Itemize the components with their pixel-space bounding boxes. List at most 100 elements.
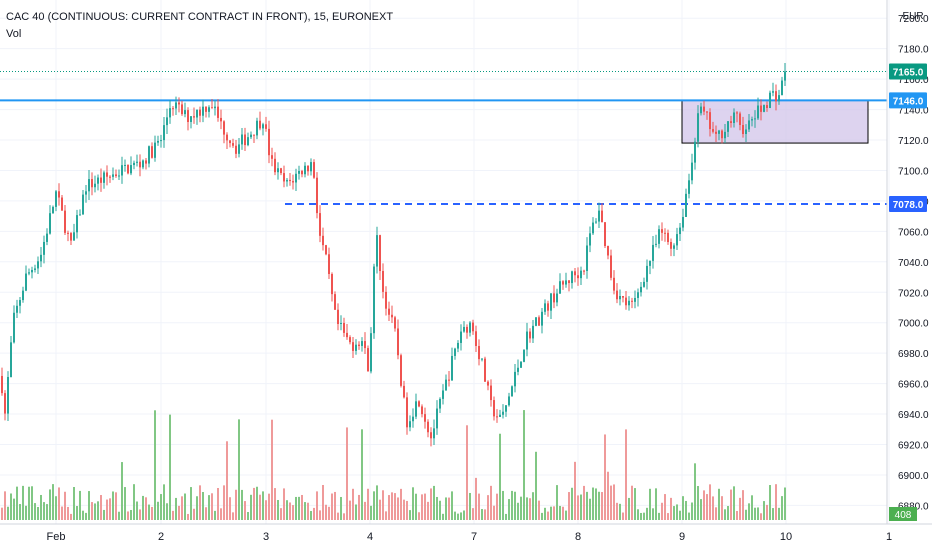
- candle-body: [40, 254, 42, 262]
- candle-body: [217, 106, 219, 118]
- candle-body: [583, 270, 585, 272]
- candle-body: [73, 232, 75, 241]
- candle-body: [550, 293, 552, 311]
- candle-body: [337, 309, 339, 325]
- volume-bar: [10, 493, 12, 520]
- candle-body: [1, 375, 3, 394]
- price-axis[interactable]: 6880.0 6900.0 6920.0 6940.0 6960.0 6980.0 7000…: [886, 0, 929, 524]
- candle-body: [547, 303, 549, 311]
- volume-bar: [664, 494, 666, 520]
- candle-body: [748, 120, 750, 130]
- candle-body: [232, 143, 234, 146]
- volume-bar: [724, 509, 726, 520]
- candle-body: [559, 281, 561, 294]
- volume-bar: [316, 491, 318, 520]
- candle-body: [694, 141, 696, 163]
- candle-body: [190, 116, 192, 123]
- candle-body: [496, 416, 498, 418]
- volume-bar: [190, 487, 192, 520]
- volume-bar: [154, 410, 156, 520]
- time-axis[interactable]: Feb 2 3 4 7 8 9 10 1: [0, 523, 932, 543]
- candle-body: [514, 371, 516, 387]
- volume-bar: [49, 489, 51, 520]
- candle-body: [208, 107, 210, 112]
- volume-bar: [199, 485, 201, 520]
- volume-bar: [313, 507, 315, 520]
- current-price-badge: 7165.0: [893, 68, 924, 79]
- volume-bar: [121, 462, 123, 520]
- volume-bar: [274, 488, 276, 520]
- volume-bar: [484, 509, 486, 520]
- candle-body: [268, 128, 270, 156]
- volume-bar: [265, 500, 267, 520]
- volume-bar: [364, 501, 366, 520]
- candle-body: [178, 102, 180, 105]
- candle-body: [565, 280, 567, 285]
- volume-bar: [361, 429, 363, 520]
- volume-bar: [289, 502, 291, 520]
- candle-body: [367, 348, 369, 372]
- candle-body: [433, 428, 435, 439]
- volume-bar: [283, 488, 285, 520]
- horizontal-levels[interactable]: [0, 71, 887, 205]
- price-tick-label: 7200.0: [898, 14, 929, 25]
- volume-bar: [502, 490, 504, 520]
- price-tick-label: 7160.0: [898, 75, 929, 86]
- volume-bar: [730, 489, 732, 520]
- candle-body: [247, 137, 249, 146]
- candle-body: [46, 233, 48, 242]
- candle-body: [136, 161, 138, 163]
- volume-bar: [298, 496, 300, 520]
- candle-body: [586, 245, 588, 271]
- candle-body: [235, 145, 237, 154]
- volume-bar: [703, 490, 705, 520]
- volume-bar: [70, 513, 72, 520]
- volume-bar: [187, 513, 189, 520]
- volume-bar: [268, 493, 270, 520]
- candle-body: [193, 116, 195, 118]
- volume-bar: [304, 502, 306, 520]
- volume-bar: [634, 488, 636, 520]
- volume-bar: [778, 507, 780, 520]
- range-box[interactable]: [681, 99, 869, 144]
- volume-bar: [64, 491, 66, 520]
- volume-bar: [451, 491, 453, 520]
- volume-bar: [529, 498, 531, 520]
- time-tick-label: 8: [575, 531, 581, 543]
- candle-body: [34, 268, 36, 270]
- candle-body: [262, 124, 264, 129]
- volume-bar: [109, 498, 111, 520]
- volume-bar: [715, 507, 717, 520]
- candle-body: [7, 376, 9, 414]
- volume-bar: [370, 505, 372, 520]
- candle-body: [82, 194, 84, 215]
- volume-bar: [325, 504, 327, 520]
- candle-body: [229, 140, 231, 144]
- volume-bar: [553, 506, 555, 520]
- range-rectangle[interactable]: [681, 99, 869, 144]
- volume-bar: [466, 425, 468, 520]
- candle-body: [112, 174, 114, 177]
- candle-body: [715, 131, 717, 134]
- candle-body: [43, 241, 45, 255]
- volume-bar: [655, 488, 657, 520]
- volume-bar: [754, 507, 756, 520]
- volume-bar: [91, 502, 93, 520]
- volume-bar: [76, 506, 78, 520]
- candle-body: [199, 109, 201, 116]
- volume-bar: [697, 486, 699, 520]
- candle-body: [415, 401, 417, 417]
- candle-body: [289, 179, 291, 182]
- candle-body: [220, 117, 222, 122]
- volume-bar: [784, 487, 786, 520]
- volume-bar: [400, 488, 402, 520]
- volume-bar: [490, 485, 492, 520]
- candle-body: [316, 177, 318, 214]
- candle-body: [385, 291, 387, 309]
- volume-bar: [739, 497, 741, 520]
- candle-body: [202, 106, 204, 116]
- candle-body: [259, 120, 261, 129]
- candle-body: [388, 308, 390, 315]
- volume-bar: [616, 502, 618, 520]
